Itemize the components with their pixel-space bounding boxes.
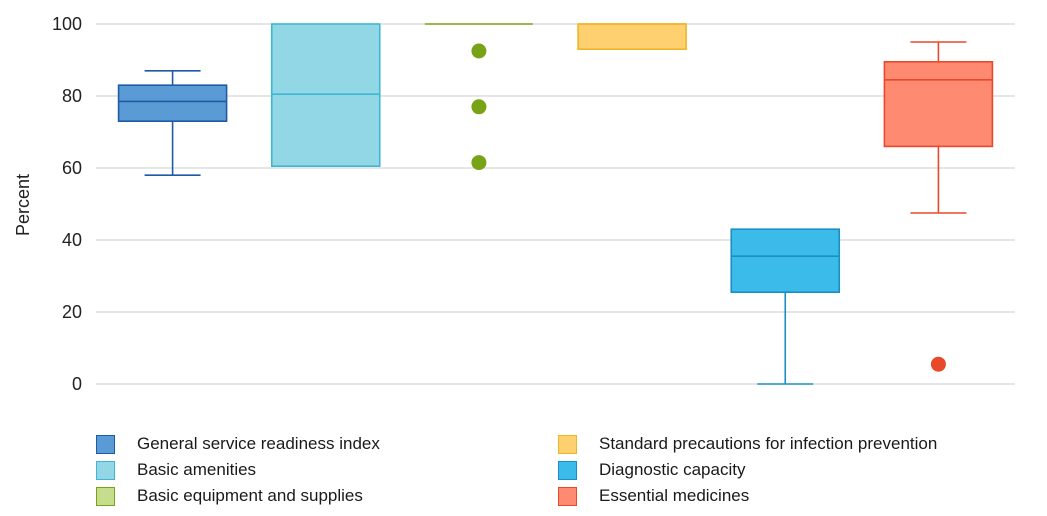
outlier-point [930,356,946,372]
box-body [270,23,381,167]
box-body [883,60,994,148]
legend-item: Standard precautions for infection preve… [558,433,937,455]
legend-label: Basic amenities [137,460,257,479]
boxes [117,23,994,385]
box-1 [117,70,228,176]
box-5 [730,228,841,385]
box-body [730,228,841,293]
legend-label: Diagnostic capacity [599,460,746,479]
legend-item: Diagnostic capacity [558,459,745,481]
y-axis-ticks: 0 20 40 60 80 100 [52,14,82,394]
legend-label: General service readiness index [137,434,380,453]
legend-swatch [558,434,577,454]
legend-swatch [96,486,115,506]
outlier-point [471,155,487,171]
y-tick-label: 20 [62,302,82,322]
box-6 [883,41,994,372]
legend: General service readiness index Basic ame… [96,432,1046,516]
legend-item: Basic amenities [96,459,256,481]
legend-label: Standard precautions for infection preve… [599,434,938,453]
y-tick-label: 80 [62,86,82,106]
legend-swatch [96,434,115,454]
box-2 [270,23,381,167]
legend-item: General service readiness index [96,433,380,455]
legend-swatch [558,486,577,506]
box-body [117,84,228,122]
y-tick-label: 40 [62,230,82,250]
y-tick-label: 60 [62,158,82,178]
y-tick-label: 100 [52,14,82,34]
box-body [577,23,687,51]
legend-label: Essential medicines [599,486,750,505]
legend-swatch [96,460,115,480]
legend-label: Basic equipment and supplies [137,486,363,505]
outlier-point [471,99,487,115]
outlier-point [471,43,487,59]
box-4 [577,23,687,51]
chart-area: 0 20 40 60 80 100 Percent [13,14,1015,394]
y-tick-label: 0 [72,374,82,394]
gridlines [96,23,1015,385]
legend-swatch [558,460,577,480]
legend-item: Basic equipment and supplies [96,485,363,507]
legend-item: Essential medicines [558,485,749,507]
y-axis-title: Percent [13,174,33,236]
box-3 [424,23,533,171]
